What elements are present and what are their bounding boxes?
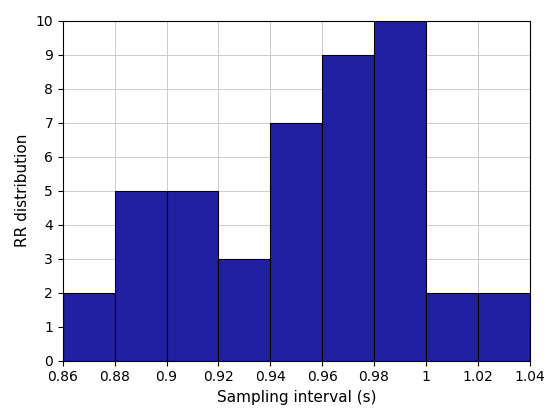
Bar [218,259,270,361]
X-axis label: Sampling interval (s): Sampling interval (s) [217,390,376,405]
Bar [167,191,218,361]
Bar [322,55,374,361]
Bar [530,327,560,361]
Bar [478,293,530,361]
Y-axis label: RR distribution: RR distribution [15,134,30,247]
Bar [270,123,322,361]
Bar [374,21,426,361]
Bar [426,293,478,361]
Bar [63,293,115,361]
Bar [115,191,167,361]
